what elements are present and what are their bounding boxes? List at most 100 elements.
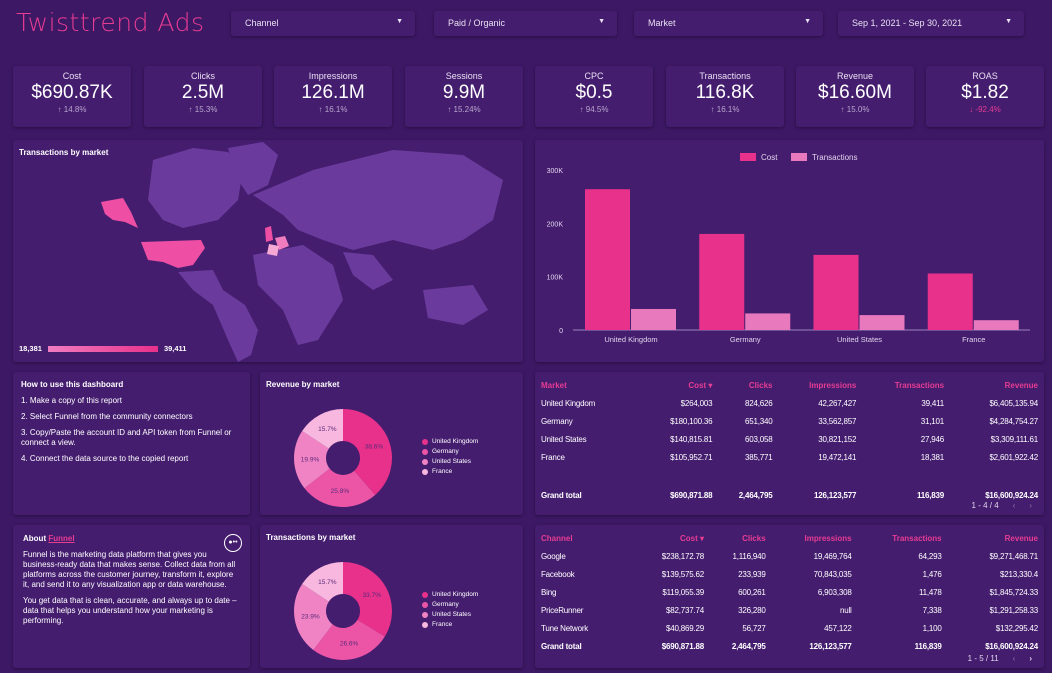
column-header[interactable]: Transactions — [892, 533, 942, 543]
prev-page-icon[interactable]: ‹ — [1012, 654, 1016, 663]
caret-down-icon: ▼ — [598, 18, 605, 25]
legend-item[interactable]: France — [422, 468, 478, 475]
bar-transactions — [631, 308, 676, 330]
bar-transactions — [973, 320, 1019, 330]
kpi-value: $0.5 — [575, 82, 613, 103]
legend-item[interactable]: United States — [422, 458, 478, 465]
donut-slice — [302, 409, 343, 449]
world-map[interactable] — [13, 140, 523, 362]
about-card: About Funnel ●•• Funnel is the marketing… — [13, 525, 250, 668]
table-row[interactable]: Germany $180,100.36 651,340 33,562,857 31,10… — [541, 412, 1038, 430]
legend-dot-icon — [422, 468, 428, 475]
scale-max: 39,411 — [163, 344, 187, 353]
region-alaska — [101, 198, 138, 228]
map-card: Transactions by market 18,381 39,411 — [13, 140, 523, 362]
total-cell: 126,123,577 — [809, 641, 852, 651]
table-row[interactable]: United States $140,815.81 603,058 30,821,15… — [541, 430, 1038, 448]
table-row[interactable]: United Kingdom $264,003 824,626 42,267,427 3… — [541, 394, 1038, 412]
kpi-value: 116.8K — [695, 82, 755, 103]
legend-item[interactable]: United Kingdom — [422, 591, 478, 598]
column-header[interactable]: Revenue — [1004, 533, 1038, 543]
table-cell: $180,100.36 — [670, 416, 713, 426]
donut-slice — [343, 562, 392, 637]
legend-item[interactable]: United States — [422, 611, 478, 618]
slice-label: 15.7% — [318, 579, 337, 586]
table-row[interactable]: France $105,952.71 385,771 19,472,141 18,381… — [541, 448, 1038, 466]
total-cell: Grand total — [541, 641, 582, 651]
next-page-icon[interactable]: › — [1029, 501, 1032, 510]
slice-label: 33.7% — [363, 592, 382, 599]
column-header[interactable]: Transactions — [894, 380, 945, 390]
bar-cost — [813, 254, 859, 330]
slice-label: 23.9% — [301, 614, 320, 621]
kpi-change: ↓ -92.4% — [969, 105, 1001, 114]
date-range-filter[interactable]: Sep 1, 2021 - Sep 30, 2021 ▼ — [838, 11, 1024, 36]
table-cell: $105,952.71 — [670, 452, 713, 462]
funnel-link[interactable]: Funnel — [48, 534, 75, 543]
legend-dot-icon — [422, 611, 428, 618]
bar-chart-card: 0 100K 200K 300K United Kingdom Germany United… — [535, 140, 1044, 362]
table-cell: 326,280 — [738, 605, 766, 615]
land-eurasia — [253, 150, 503, 250]
grand-total-row: Grand total $690,871.88 2,464,795 126,123,5… — [541, 486, 1038, 504]
paid-organic-filter[interactable]: Paid / Organic ▼ — [434, 11, 617, 36]
table-row[interactable]: Bing $119,055.39 600,261 6,903,308 11,478 $1,… — [541, 583, 1038, 601]
column-header[interactable]: Impressions — [804, 533, 852, 543]
column-header[interactable]: Cost ▾ — [680, 533, 705, 543]
column-header[interactable]: Cost ▾ — [688, 380, 713, 390]
transactions-legend: United Kingdom Germany United States France — [422, 591, 478, 631]
table-cell: Germany — [541, 416, 573, 426]
legend-item[interactable]: France — [422, 621, 478, 628]
table-cell: $2,601,922.42 — [989, 452, 1038, 462]
legend-label: Transactions — [812, 153, 858, 162]
market-filter[interactable]: Market ▼ — [634, 11, 823, 36]
column-header[interactable]: Impressions — [809, 380, 857, 390]
caret-down-icon: ▼ — [804, 18, 811, 25]
table-cell: Facebook — [541, 569, 575, 579]
table-row[interactable]: Facebook $139,575.62 233,939 70,843,035 1,47… — [541, 565, 1038, 583]
column-header[interactable]: Revenue — [1004, 380, 1038, 390]
prev-page-icon[interactable]: ‹ — [1012, 501, 1016, 510]
table-cell: 39,411 — [921, 398, 945, 408]
x-tick-label: United States — [837, 335, 882, 344]
table-cell: 42,267,427 — [818, 398, 857, 408]
how-to-step: 4. Connect the data source to the copied… — [21, 454, 189, 463]
legend-dot-icon — [422, 591, 428, 598]
table-cell: 824,626 — [744, 398, 773, 408]
legend-item[interactable]: United Kingdom — [422, 438, 478, 445]
column-header[interactable]: Clicks — [748, 380, 773, 390]
column-header[interactable]: Market — [541, 380, 567, 390]
total-cell: $16,600,924.24 — [985, 641, 1038, 651]
legend-item[interactable]: Germany — [422, 448, 478, 455]
map-color-scale: 18,381 39,411 — [19, 344, 186, 353]
kpi-card-clicks: Clicks 2.5M ↑ 15.3% — [144, 66, 262, 127]
kpi-label: Cost — [62, 71, 82, 81]
kpi-card-cpc: CPC $0.5 ↑ 94.5% — [535, 66, 653, 127]
kpi-change: ↑ 15.3% — [188, 105, 218, 114]
kpi-label: Sessions — [445, 71, 483, 81]
table-row[interactable]: Google $238,172.78 1,116,940 19,469,764 64,2… — [541, 547, 1038, 565]
legend-label: United Kingdom — [432, 438, 479, 445]
revenue-donut: 38.6% 25.8% 19.9% 15.7% — [294, 409, 392, 507]
table-row[interactable]: Tune Network $40,869.29 56,727 457,122 1,100… — [541, 619, 1038, 637]
bar-cost — [699, 233, 745, 330]
kpi-card-transactions: Transactions 116.8K ↑ 16.1% — [666, 66, 784, 127]
channel-table-pager: 1 - 5 / 11 ‹ › — [954, 654, 1032, 663]
column-header[interactable]: Clicks — [742, 533, 766, 543]
table-row[interactable]: PriceRunner $82,737.74 326,280 null 7,338 $1,… — [541, 601, 1038, 619]
kpi-label: Revenue — [836, 71, 874, 81]
total-cell: 2,464,795 — [731, 641, 766, 651]
filter-label: Channel — [245, 18, 279, 28]
table-cell: $132,295.42 — [995, 623, 1038, 633]
table-cell: 651,340 — [744, 416, 773, 426]
channel-filter[interactable]: Channel ▼ — [231, 11, 415, 36]
table-cell: $1,845,724.33 — [989, 587, 1038, 597]
legend-item[interactable]: Germany — [422, 601, 478, 608]
column-header[interactable]: Channel — [541, 533, 573, 543]
total-cell: Grand total — [541, 490, 582, 500]
grand-total-row: Grand total $690,871.88 2,464,795 126,123,5… — [541, 637, 1038, 655]
about-paragraph: Funnel is the marketing data platform th… — [23, 550, 236, 589]
next-page-icon[interactable]: › — [1029, 654, 1032, 663]
kpi-card-cost: Cost $690.87K ↑ 14.8% — [13, 66, 131, 127]
x-tick-label: United Kingdom — [604, 335, 657, 344]
